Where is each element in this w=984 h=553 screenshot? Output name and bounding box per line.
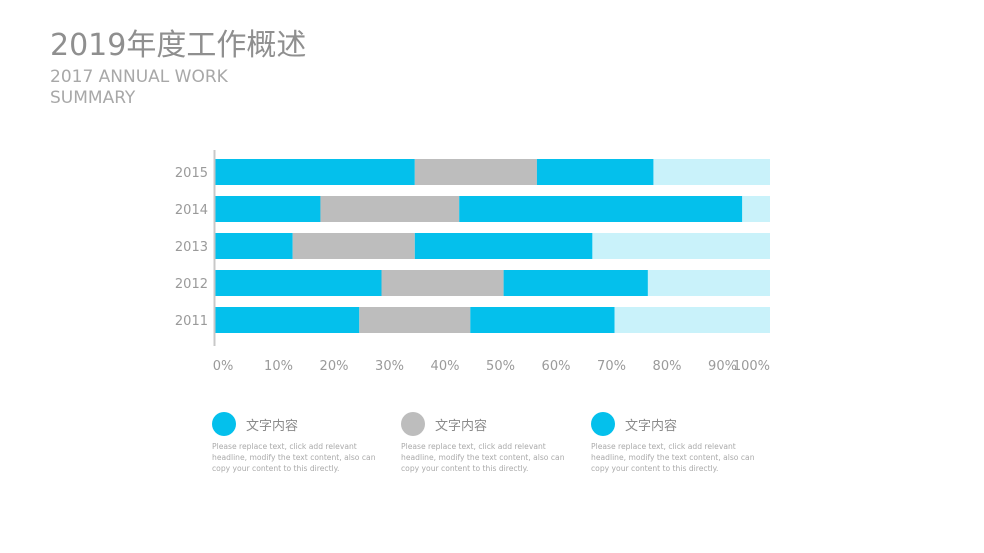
- bar-2013-segment-3: [414, 233, 593, 259]
- bar-2015-segment-1: [215, 159, 415, 185]
- legend-desc-2: Please replace text, click add relevant …: [401, 442, 565, 473]
- y-tick-label-2014: 2014: [175, 203, 208, 218]
- legend-dot-3: [591, 412, 615, 436]
- bar-2015-segment-3: [536, 159, 654, 185]
- x-tick-label-1: 10%: [264, 359, 293, 374]
- bar-2014-segment-4: [742, 196, 770, 222]
- bar-2015-segment-4: [653, 159, 770, 185]
- bar-2013-segment-2: [292, 233, 415, 259]
- bar-2014-segment-2: [320, 196, 460, 222]
- y-axis-labels: 2015 2014 2013 2012 2011: [175, 166, 208, 329]
- x-tick-label-8: 80%: [653, 359, 682, 374]
- legend-title-2: 文字内容: [435, 419, 488, 434]
- bar-2015-segment-2: [414, 159, 537, 185]
- x-tick-label-10: 100%: [733, 359, 770, 374]
- x-tick-label-7: 70%: [597, 359, 626, 374]
- legend-dot-2: [401, 412, 425, 436]
- chart-bars: [215, 159, 770, 333]
- bar-2011-segment-2: [359, 307, 471, 333]
- bar-2012-segment-3: [503, 270, 648, 296]
- bar-2014-segment-3: [459, 196, 743, 222]
- legend-title-1: 文字内容: [246, 419, 299, 434]
- bar-2011-segment-4: [614, 307, 770, 333]
- y-tick-label-2013: 2013: [175, 240, 208, 255]
- bar-2012-segment-1: [215, 270, 382, 296]
- page-subtitle: 2017 ANNUAL WORK SUMMARY: [50, 67, 228, 108]
- page-title: 2019年度工作概述: [50, 28, 307, 63]
- bar-2013-segment-4: [592, 233, 770, 259]
- x-tick-label-5: 50%: [486, 359, 515, 374]
- bar-2011-segment-3: [470, 307, 615, 333]
- legend-desc-3: Please replace text, click add relevant …: [591, 442, 755, 473]
- x-tick-label-3: 30%: [375, 359, 404, 374]
- x-axis-labels: 0% 10% 20% 30% 40% 50% 60% 70% 80% 90%100%: [213, 359, 770, 374]
- legend-title-3: 文字内容: [625, 419, 678, 434]
- legend-desc-1: Please replace text, click add relevant …: [212, 442, 376, 473]
- x-tick-label-4: 40%: [431, 359, 460, 374]
- bar-2012-segment-2: [381, 270, 504, 296]
- x-tick-label-9: 90%: [708, 359, 737, 374]
- bar-2014-segment-1: [215, 196, 321, 222]
- y-tick-label-2012: 2012: [175, 277, 208, 292]
- bar-2013-segment-1: [215, 233, 293, 259]
- bar-2012-segment-4: [647, 270, 770, 296]
- legend-dot-1: [212, 412, 236, 436]
- x-tick-label-2: 20%: [320, 359, 349, 374]
- y-tick-label-2011: 2011: [175, 314, 208, 329]
- bar-2011-segment-1: [215, 307, 360, 333]
- y-tick-label-2015: 2015: [175, 166, 208, 181]
- x-tick-label-0: 0%: [213, 359, 234, 374]
- x-tick-label-6: 60%: [542, 359, 571, 374]
